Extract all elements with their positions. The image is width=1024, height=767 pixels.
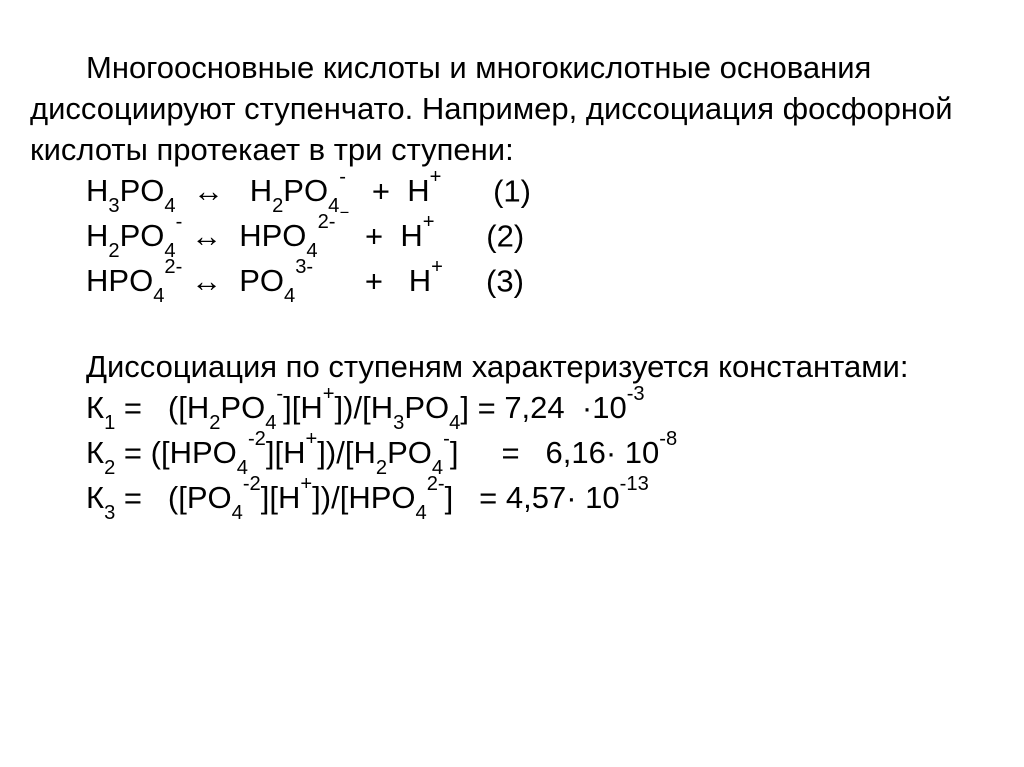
eq3-num: (3)	[452, 263, 524, 298]
eq-sign: =	[124, 480, 159, 515]
eq1-left: H3PO4	[86, 173, 176, 208]
eq-sign: =	[478, 390, 505, 425]
k2-value: 6,16· 10-8	[545, 435, 677, 470]
constant-k3: К3 = ([PO4-2][H+])/[HPO42-] = 4,57· 10-1…	[30, 478, 994, 523]
eq-arrow: ↔	[191, 263, 231, 298]
eq-sign: =	[462, 480, 506, 515]
eq3-left: HPO42-	[86, 263, 182, 298]
plus: +	[322, 263, 400, 298]
k3-label: К3	[86, 480, 115, 515]
eq3-right-b: H+	[409, 263, 443, 298]
eq1-num: (1)	[450, 173, 531, 208]
k1-label: К1	[86, 390, 115, 425]
constant-k1: К1 = ([H2PO4-][H+])/[H3PO4] = 7,24 ·10-3	[30, 388, 994, 433]
equation-3: HPO42- ↔ PO43- + H+ (3)	[30, 261, 994, 306]
k3-expr: ([PO4-2][H+])/[HPO42-]	[168, 480, 453, 515]
eq2-right-b: H+	[400, 218, 434, 253]
eq-sign: =	[124, 435, 142, 470]
k2-expr: ([HPO4-2][H+])/[H2PO4-]	[151, 435, 459, 470]
equation-1: H3PO4 ↔ H2PO4- + H+ (1)	[30, 171, 994, 216]
eq-arrow: ↔	[191, 218, 231, 253]
k1-value: 7,24 ·10-3	[504, 390, 644, 425]
slide: Многоосновные кислоты и многокислотные о…	[0, 0, 1024, 767]
eq1-right-a: H2PO4-	[250, 173, 346, 208]
eq3-right-a: PO43-	[239, 263, 313, 298]
k3-value: 4,57· 10-13	[506, 480, 649, 515]
eq-sign: =	[467, 435, 537, 470]
eq-arrow: ↔	[184, 173, 249, 208]
intro-text: Многоосновные кислоты и многокислотные о…	[30, 48, 994, 171]
plus: +	[355, 173, 399, 208]
k1-expr: ([H2PO4-][H+])/[H3PO4]	[168, 390, 469, 425]
eq2-num: (2)	[443, 218, 524, 253]
mid-text: Диссоциация по ступеням характеризуется …	[30, 306, 994, 388]
eq2-left: H2PO4-	[86, 218, 182, 253]
k2-label: К2	[86, 435, 115, 470]
eq-sign: =	[124, 390, 159, 425]
eq1-right-b: H+	[407, 173, 441, 208]
constant-k2: К2 = ([HPO4-2][H+])/[H2PO4-] = 6,16· 10-…	[30, 433, 994, 478]
equation-2: H2PO4- ↔ HPO42- ‾ + H+ (2)	[30, 216, 994, 261]
plus: +	[356, 218, 391, 253]
eq2-right-a: HPO42- ‾	[239, 218, 348, 253]
